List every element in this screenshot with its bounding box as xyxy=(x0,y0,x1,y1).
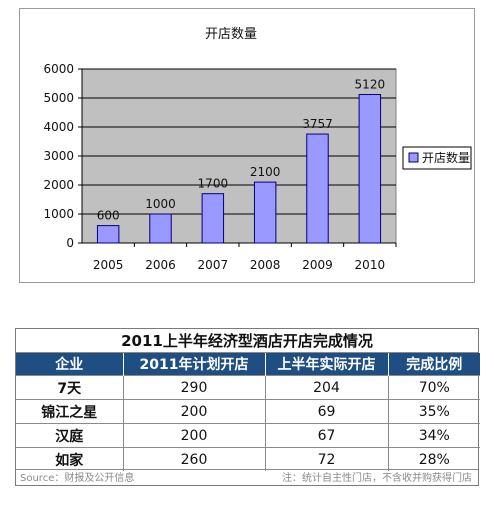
cell-plan: 260 xyxy=(123,447,266,471)
bar xyxy=(96,225,120,244)
legend-box xyxy=(402,146,472,170)
data-label: 2100 xyxy=(250,165,281,179)
table-row: 如家 260 72 28% xyxy=(16,447,480,471)
y-tick-label: 4000 xyxy=(43,120,74,134)
completion-table: 企业 2011年计划开店 上半年实际开店 完成比例 7天 290 204 70%… xyxy=(16,353,480,471)
cell-actual: 72 xyxy=(265,447,389,471)
data-label: 5120 xyxy=(355,78,386,92)
header-company: 企业 xyxy=(16,353,124,376)
cell-ratio: 28% xyxy=(388,447,480,471)
cell-company: 锦江之星 xyxy=(16,399,124,424)
table-row: 锦江之星 200 69 35% xyxy=(16,399,480,424)
cell-ratio: 34% xyxy=(388,423,480,448)
bar xyxy=(149,213,172,244)
x-tick-label: 2006 xyxy=(145,258,176,272)
cell-company: 7天 xyxy=(16,375,124,400)
cell-ratio: 70% xyxy=(388,375,480,400)
bar xyxy=(201,193,225,244)
header-plan: 2011年计划开店 xyxy=(123,353,266,376)
source-text: Source：财报及公开信息 xyxy=(20,473,135,484)
data-label: 600 xyxy=(97,209,120,223)
legend-label: 开店数量 xyxy=(422,150,470,165)
chart-panel: 开店数量 0 1000 2000 3000 4000 5000 6000 600 2005 1000… xyxy=(19,8,475,283)
x-tick-label: 2009 xyxy=(302,258,333,272)
x-tick-label: 2008 xyxy=(250,258,281,272)
table-header-row: 企业 2011年计划开店 上半年实际开店 完成比例 xyxy=(16,353,480,376)
header-actual: 上半年实际开店 xyxy=(265,353,389,376)
x-tick-label: 2007 xyxy=(198,258,229,272)
cell-actual: 69 xyxy=(265,399,389,424)
header-ratio: 完成比例 xyxy=(388,353,480,376)
cell-company: 汉庭 xyxy=(16,423,124,448)
table-title: 2011上半年经济型酒店开店完成情况 xyxy=(16,329,478,353)
data-label: 3757 xyxy=(302,117,333,131)
y-tick-label: 0 xyxy=(66,236,74,250)
bar xyxy=(306,133,329,244)
cell-plan: 200 xyxy=(123,423,266,448)
y-tick-label: 6000 xyxy=(43,62,74,76)
completion-table-panel: 2011上半年经济型酒店开店完成情况 企业 2011年计划开店 上半年实际开店 … xyxy=(15,328,480,486)
chart-title: 开店数量 xyxy=(205,27,257,42)
data-label: 1700 xyxy=(198,177,229,191)
x-tick-label: 2005 xyxy=(93,258,124,272)
cell-actual: 67 xyxy=(265,423,389,448)
bar xyxy=(253,181,277,244)
table-row: 7天 290 204 70% xyxy=(16,375,480,400)
table-row: 汉庭 200 67 34% xyxy=(16,423,480,448)
bar-chart: 开店数量 0 1000 2000 3000 4000 5000 6000 600 2005 1000… xyxy=(43,27,472,272)
y-tick-label: 3000 xyxy=(43,149,74,163)
y-tick-label: 1000 xyxy=(43,207,74,221)
cell-plan: 290 xyxy=(123,375,266,400)
cell-actual: 204 xyxy=(265,375,389,400)
legend-swatch xyxy=(408,152,419,163)
cell-company: 如家 xyxy=(16,447,124,471)
data-label: 1000 xyxy=(145,197,176,211)
cell-ratio: 35% xyxy=(388,399,480,424)
x-tick-label: 2010 xyxy=(355,258,386,272)
table-footer: Source：财报及公开信息 注：统计自主性门店，不含收并购获得门店 xyxy=(16,469,478,486)
bar xyxy=(358,94,382,244)
note-text: 注：统计自主性门店，不含收并购获得门店 xyxy=(282,473,472,484)
y-tick-label: 5000 xyxy=(43,91,74,105)
y-tick-label: 2000 xyxy=(43,178,74,192)
cell-plan: 200 xyxy=(123,399,266,424)
